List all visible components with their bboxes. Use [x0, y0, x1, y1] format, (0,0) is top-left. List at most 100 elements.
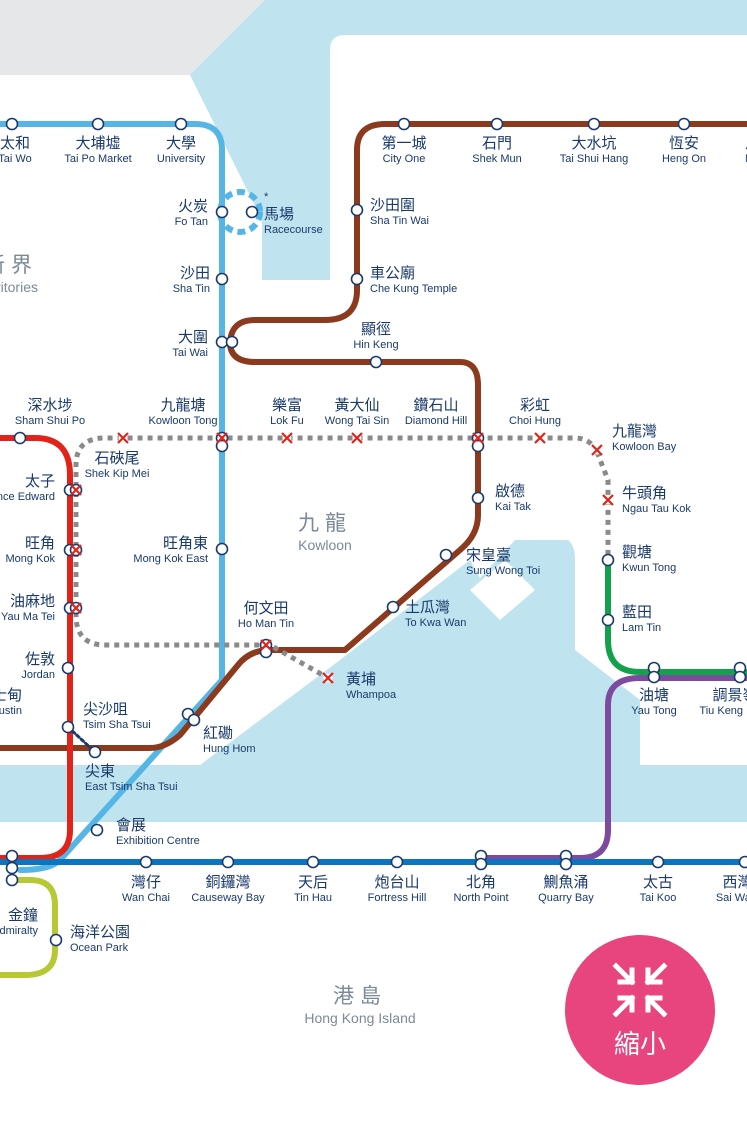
station-name-zh: 炮台山 — [374, 874, 419, 891]
station-admiralty[interactable]: 金鐘Admiralty — [0, 849, 38, 938]
tsuen-wan-line — [0, 435, 73, 861]
station-name-zh: 何文田 — [243, 600, 288, 617]
station-marker — [397, 117, 411, 131]
station-name-zh: 會展 — [116, 817, 146, 834]
closed-station-icon — [602, 494, 614, 506]
closed-station-icon — [351, 432, 363, 444]
station-name-en: Sha Tin Wai — [370, 215, 429, 227]
station-name-zh: 樂富 — [272, 396, 302, 414]
station-name-zh: 鰂魚涌 — [543, 874, 588, 891]
station-marker — [390, 855, 404, 869]
rail-lines — [0, 121, 747, 978]
station-name-en: Choi Hung — [509, 415, 561, 427]
station-name-zh: 土瓜灣 — [405, 599, 450, 616]
tuen-ma-line — [0, 121, 747, 751]
racecourse-loop — [217, 189, 263, 235]
station-name-zh: 牛頭角 — [622, 485, 667, 502]
station-name-zh: 黃埔 — [346, 671, 376, 688]
station-sai-wan-ho[interactable]: 西灣河Sai Wan Ho — [716, 855, 747, 905]
station-marker — [5, 861, 19, 875]
station-tiu-keng-leng[interactable]: 調景嶺Tiu Keng Leng — [699, 661, 747, 718]
station-marker — [490, 117, 504, 131]
station-name-en: Ma On Shan — [745, 153, 747, 165]
station-name-en: Hung Hom — [203, 743, 256, 755]
station-name-en: Ocean Park — [70, 942, 129, 954]
closed-station-icon — [260, 639, 272, 651]
station-prince-edward[interactable]: 太子Prince Edward — [0, 473, 83, 503]
station-marker — [215, 542, 229, 556]
station-name-en: Fortress Hill — [368, 892, 427, 904]
station-austin[interactable]: 柯士甸Austin — [0, 687, 22, 717]
station-name-zh: 黃大仙 — [334, 397, 379, 414]
station-name-zh: 馬鞍山 — [745, 135, 747, 152]
station-name-zh: 紅磡 — [203, 725, 233, 742]
district-name-zh: 港島 — [333, 985, 387, 1008]
closed-station-icon — [70, 602, 82, 614]
station-name-zh: 銅鑼灣 — [205, 874, 250, 891]
station-name-en: Diamond Hill — [405, 415, 467, 427]
zoom-out-button[interactable]: 縮小 — [565, 935, 715, 1085]
station-name-en: Che Kung Temple — [370, 283, 457, 295]
station-name-zh: 馬場 — [264, 206, 294, 223]
station-marker — [88, 745, 102, 759]
station-name-zh: 彩虹 — [520, 397, 550, 414]
station-marker — [61, 661, 75, 675]
station-marker — [245, 205, 259, 219]
district-name-en: Kowloon — [298, 537, 352, 553]
station-name-en: Lok Fu — [270, 415, 304, 427]
station-marker — [651, 855, 665, 869]
station-name-zh: 深水埗 — [27, 397, 72, 414]
closed-station-icon — [216, 432, 228, 444]
station-ma-on-shan[interactable]: 馬鞍山Ma On Shan — [745, 135, 747, 165]
station-name-en: Wong Tai Sin — [325, 415, 389, 427]
